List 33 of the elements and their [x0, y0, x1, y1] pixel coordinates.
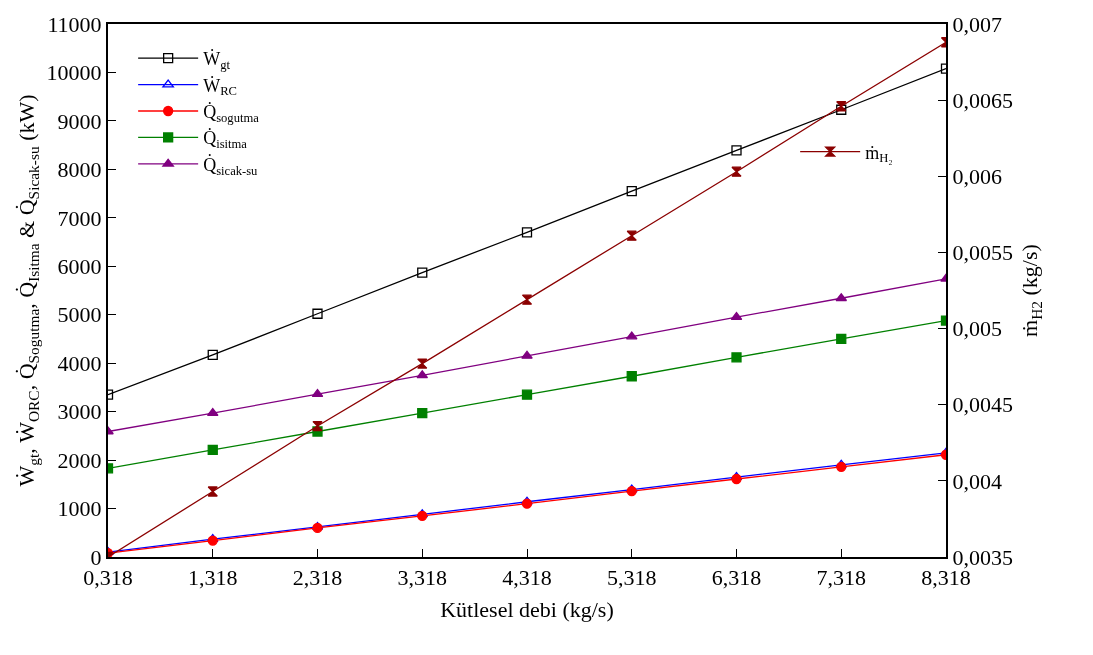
y2-tick-label: 0,0045 — [952, 392, 1013, 418]
legend-label: ṁ$_{H₂}$ — [865, 142, 893, 166]
y-tick-label: 8000 — [57, 157, 102, 183]
y-tick-label: 6000 — [57, 253, 102, 279]
legend-label: Ẇ$_{gt}$ — [203, 48, 231, 72]
x-tick-label: 2,318 — [292, 565, 343, 591]
legend-label: Q̇$_{isitma}$ — [203, 126, 248, 152]
y2-tick-label: 0,004 — [952, 468, 1002, 494]
x-tick-label: 6,318 — [711, 565, 762, 591]
y2-tick-label: 0,005 — [952, 316, 1002, 342]
y-tick-label: 4000 — [57, 350, 102, 376]
x-axis-title: Kütlesel debi (kg/s) — [440, 596, 614, 622]
y-tick-label: 9000 — [57, 108, 102, 134]
x-tick-label: 1,318 — [188, 565, 238, 591]
y-tick-label: 10000 — [46, 60, 102, 86]
x-tick-label: 4,318 — [502, 565, 552, 591]
y2-tick-label: 0,0055 — [952, 240, 1013, 266]
y-tick-label: 5000 — [57, 302, 102, 328]
x-tick-label: 7,318 — [816, 565, 866, 591]
legend-label: Q̇$_{sicak-su}$ — [203, 153, 259, 178]
y2-tick-label: 0,0035 — [952, 544, 1013, 570]
y-tick-label: 11000 — [47, 11, 102, 37]
x-tick-label: 5,318 — [607, 565, 657, 591]
y2-tick-label: 0,006 — [952, 163, 1002, 189]
y2-tick-label: 0,007 — [952, 11, 1002, 37]
y-tick-label: 7000 — [57, 205, 102, 231]
y-tick-label: 2000 — [57, 447, 102, 473]
legend-label: Q̇$_{sogutma}$ — [203, 100, 260, 125]
x-tick-label: 3,318 — [397, 565, 447, 591]
y-tick-label: 3000 — [57, 399, 102, 425]
legend-label: Ẇ$_{RC}$ — [203, 74, 237, 99]
y-tick-label: 1000 — [57, 496, 102, 522]
y2-tick-label: 0,0065 — [952, 87, 1013, 113]
